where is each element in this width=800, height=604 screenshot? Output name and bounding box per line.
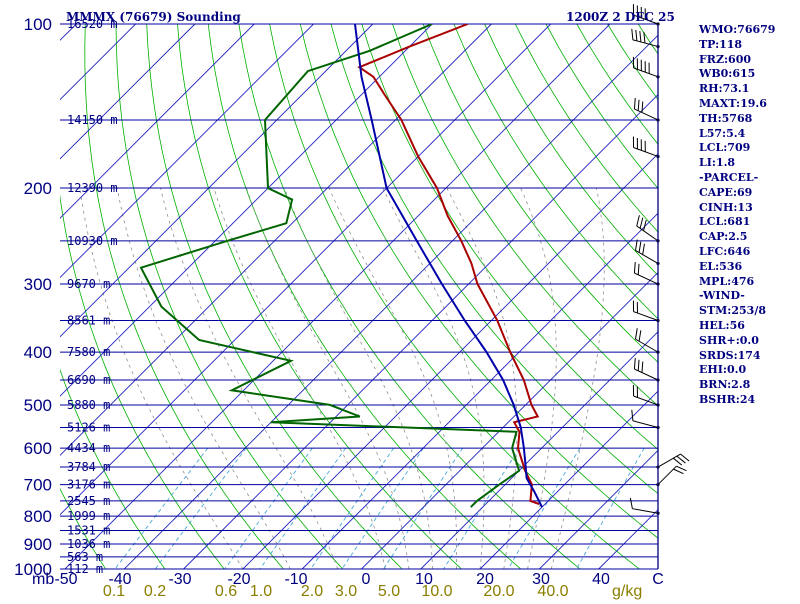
height-label: 7580 m xyxy=(67,345,110,359)
stat-line: SRDS:174 xyxy=(699,349,799,364)
chart-time: 1200Z 2 DEC 25 xyxy=(566,10,675,24)
stat-line: BRN:2.8 xyxy=(699,378,799,393)
pressure-label: 400 xyxy=(24,343,52,362)
stat-line: LCL:681 xyxy=(699,215,799,230)
temperature-tick: 40 xyxy=(592,571,610,588)
stat-line: LFC:646 xyxy=(699,245,799,260)
mixing-ratio-tick: 0.2 xyxy=(144,583,166,600)
mixing-ratio-unit: g/kg xyxy=(612,583,642,600)
stat-line: L57:5.4 xyxy=(699,127,799,142)
height-label: 5126 m xyxy=(67,420,110,434)
height-label: 8561 m xyxy=(67,314,110,328)
height-label: 2545 m xyxy=(67,494,110,508)
height-label: 1531 m xyxy=(67,524,110,538)
pressure-label: 800 xyxy=(24,507,52,526)
stat-line: SHR+:0.0 xyxy=(699,334,799,349)
stat-line: BSHR:24 xyxy=(699,393,799,408)
height-label: 9670 m xyxy=(67,277,110,291)
stat-line: MAXT:19.6 xyxy=(699,97,799,112)
stat-line: TP:118 xyxy=(699,38,799,53)
stat-line: LI:1.8 xyxy=(699,156,799,171)
stat-line: WMO:76679 xyxy=(699,23,799,38)
stat-line: HEL:56 xyxy=(699,319,799,334)
mixing-ratio-tick: 40.0 xyxy=(537,583,568,600)
stat-line: STM:253/8 xyxy=(699,304,799,319)
height-label: 5880 m xyxy=(67,398,110,412)
mixing-ratio-tick: 5.0 xyxy=(378,583,400,600)
temperature-tick: 0 xyxy=(362,571,371,588)
stat-line: EL:536 xyxy=(699,260,799,275)
mixing-ratio-tick: 1.0 xyxy=(250,583,272,600)
mixing-ratio-tick: 20.0 xyxy=(483,583,514,600)
pressure-label: 300 xyxy=(24,275,52,294)
chart-title: MMMX (76679) Sounding xyxy=(66,10,241,24)
height-label: 14150 m xyxy=(67,113,118,127)
mixing-ratio-tick: 2.0 xyxy=(301,583,323,600)
mixing-ratio-tick: 0.6 xyxy=(215,583,237,600)
stat-line: RH:73.1 xyxy=(699,82,799,97)
stat-line: CAPE:69 xyxy=(699,186,799,201)
pressure-label: 900 xyxy=(24,535,52,554)
mixing-ratio-tick: 3.0 xyxy=(335,583,357,600)
temperature-tick: -50 xyxy=(54,571,77,588)
temperature-tick: -30 xyxy=(168,571,191,588)
height-label: 3784 m xyxy=(67,460,110,474)
stat-line: LCL:709 xyxy=(699,141,799,156)
temperature-tick: C xyxy=(652,571,664,588)
pressure-label: 700 xyxy=(24,476,52,495)
height-label: 4434 m xyxy=(67,441,110,455)
stat-line: CAP:2.5 xyxy=(699,230,799,245)
height-label: 3176 m xyxy=(67,478,110,492)
stat-line: -PARCEL- xyxy=(699,171,799,186)
stat-line: CINH:13 xyxy=(699,201,799,216)
height-label: 6690 m xyxy=(67,373,110,387)
pressure-unit: mb xyxy=(32,571,54,588)
height-label: 10930 m xyxy=(67,234,118,248)
mixing-ratio-tick: 10.0 xyxy=(421,583,452,600)
height-label: 12390 m xyxy=(67,181,118,195)
mixing-ratio-tick: 0.1 xyxy=(103,583,125,600)
stat-line: TH:5768 xyxy=(699,112,799,127)
pressure-label: 600 xyxy=(24,439,52,458)
pressure-label: 500 xyxy=(24,396,52,415)
stat-line: EHI:0.0 xyxy=(699,363,799,378)
pressure-label: 200 xyxy=(24,179,52,198)
pressure-label: 100 xyxy=(24,15,52,34)
height-label: 1999 m xyxy=(67,509,110,523)
stat-line: -WIND- xyxy=(699,289,799,304)
stat-line: WB0:615 xyxy=(699,67,799,82)
stat-line: MPL:476 xyxy=(699,275,799,290)
stat-line: FRZ:600 xyxy=(699,53,799,68)
